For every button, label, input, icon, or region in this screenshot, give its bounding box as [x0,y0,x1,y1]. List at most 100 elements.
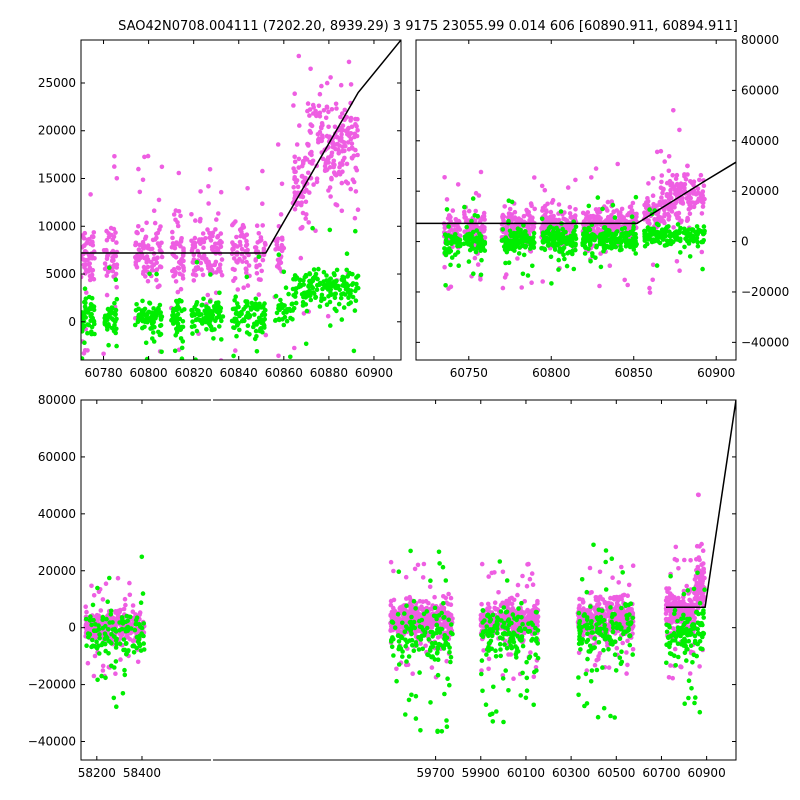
data-point [321,269,327,275]
data-point [334,106,339,111]
data-point [292,273,298,278]
data-point [157,243,162,249]
data-point [322,296,327,302]
data-point [175,265,181,271]
data-point [83,604,88,609]
data-point [238,310,243,316]
data-point [197,253,202,258]
x-tick-label: 60900 [697,366,735,380]
data-point [667,591,673,596]
data-point [671,202,677,207]
data-point [526,616,531,621]
data-point [489,570,495,576]
data-point [650,176,656,181]
data-point [619,218,624,223]
data-point [506,260,512,266]
data-point [304,212,309,217]
data-point [106,234,112,240]
data-point [252,336,258,342]
y-tick-label: 80000 [741,33,779,47]
data-point [87,273,93,279]
data-point [100,597,106,602]
data-point [676,210,682,216]
data-point [171,212,177,217]
data-point [214,217,219,222]
data-point [232,298,237,303]
data-point [337,172,343,177]
data-point [114,176,120,181]
data-point [604,206,609,211]
data-point [475,262,481,267]
data-point [81,255,84,261]
data-point [106,342,111,348]
data-point [596,597,601,603]
data-point [519,285,524,290]
data-point [403,574,409,580]
data-point [631,225,636,230]
data-point [345,140,351,145]
data-point [294,142,300,147]
data-point [501,244,507,249]
data-point [171,267,177,272]
data-point [328,276,334,282]
data-point [261,246,267,252]
data-point [582,244,588,249]
data-point [172,272,178,278]
data-point [252,305,257,311]
data-point [331,158,337,164]
data-point [311,182,316,187]
data-point [81,274,84,280]
data-point [695,243,701,249]
data-point [218,238,223,244]
data-point [290,286,296,292]
data-point [462,204,467,210]
data-point [507,228,513,234]
data-point [83,257,88,263]
data-point [666,196,672,202]
data-point [551,229,556,234]
data-point [676,186,681,192]
data-point [539,216,545,222]
data-point [449,255,455,260]
data-point [90,315,95,321]
data-point [618,614,623,619]
data-point [615,218,620,223]
data-point [170,229,175,235]
data-point [677,268,682,274]
data-point [676,595,681,601]
data-point [615,161,620,167]
data-point [256,231,262,236]
data-point [695,186,701,191]
data-point [182,307,187,312]
data-point [492,600,498,605]
data-point [311,290,316,295]
data-point [685,217,691,222]
data-point [201,253,207,258]
data-point [218,189,224,195]
data-point [136,247,142,252]
data-point [700,189,706,194]
data-point [316,136,322,141]
data-point [479,668,484,673]
data-point [83,622,89,628]
data-point [253,296,259,302]
data-point [677,599,682,605]
data-point [462,212,467,217]
data-point [684,228,690,234]
data-point [85,330,90,336]
data-point [190,319,195,325]
data-point [149,267,155,273]
data-point [151,330,156,335]
data-point [321,108,327,113]
data-point [81,233,85,238]
data-point [529,571,535,576]
data-point [642,236,648,241]
data-point [241,285,246,291]
data-point [112,300,117,306]
data-point [101,351,106,357]
data-point [702,196,707,202]
data-point [330,144,336,150]
data-point [334,285,340,290]
data-point [605,613,610,619]
data-point [567,204,573,210]
